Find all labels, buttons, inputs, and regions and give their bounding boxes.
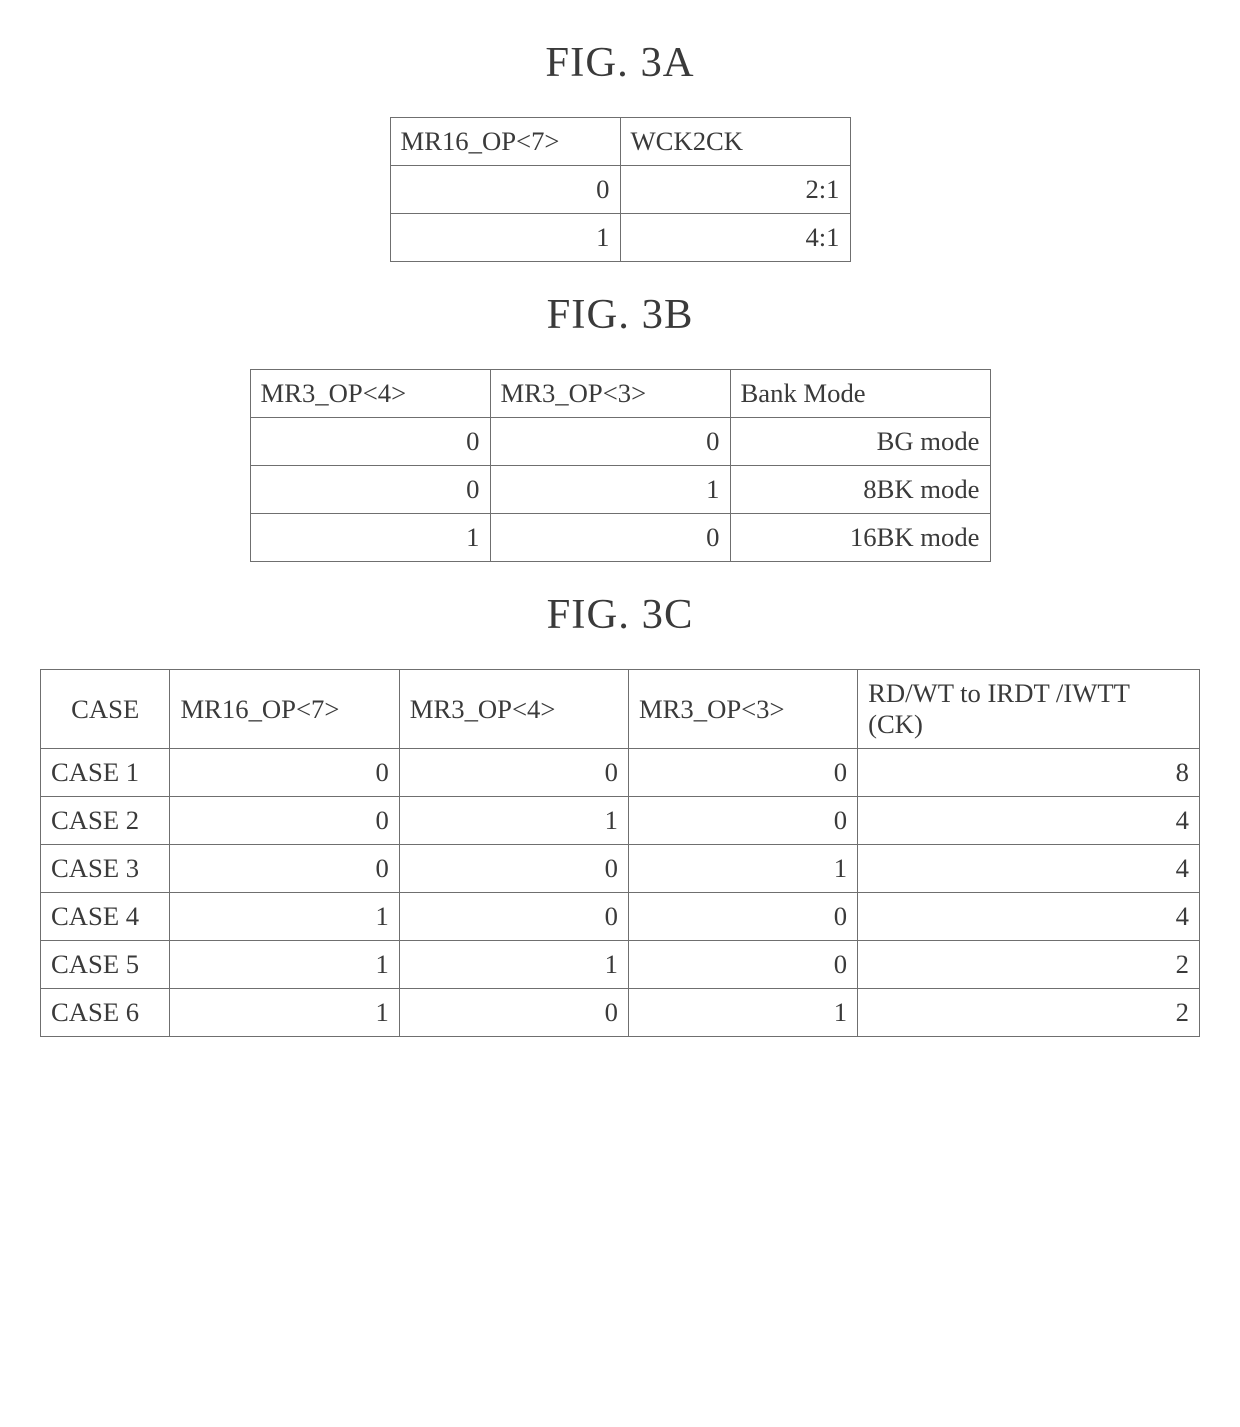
table-3c: CASEMR16_OP<7>MR3_OP<4>MR3_OP<3>RD/WT to…: [40, 669, 1200, 1037]
table-header-row: CASEMR16_OP<7>MR3_OP<4>MR3_OP<3>RD/WT to…: [41, 670, 1200, 749]
column-header: RD/WT to IRDT /IWTT (CK): [858, 670, 1200, 749]
table-cell: 0: [170, 749, 399, 797]
figure-title-3c: FIG. 3C: [40, 590, 1200, 639]
table-cell: CASE 1: [41, 749, 170, 797]
table-cell: 0: [628, 893, 857, 941]
table-cell: 1: [399, 797, 628, 845]
table-3a: MR16_OP<7>WCK2CK02:114:1: [390, 117, 851, 262]
table-row: CASE 51102: [41, 941, 1200, 989]
table-row: CASE 10008: [41, 749, 1200, 797]
table-cell: CASE 5: [41, 941, 170, 989]
column-header: MR3_OP<4>: [399, 670, 628, 749]
table-cell: 0: [399, 749, 628, 797]
table-cell: 0: [399, 845, 628, 893]
table-cell: CASE 3: [41, 845, 170, 893]
table-3b: MR3_OP<4>MR3_OP<3>Bank Mode00BG mode018B…: [250, 369, 991, 562]
table-row: 00BG mode: [250, 418, 990, 466]
column-header: MR3_OP<3>: [628, 670, 857, 749]
table-cell: 2: [858, 941, 1200, 989]
table-cell: 1: [628, 989, 857, 1037]
table-cell: 2:1: [620, 166, 850, 214]
table-cell: 1: [390, 214, 620, 262]
column-header: MR16_OP<7>: [170, 670, 399, 749]
table-cell: 0: [628, 941, 857, 989]
table-cell: CASE 4: [41, 893, 170, 941]
column-header: WCK2CK: [620, 118, 850, 166]
table-cell: 0: [170, 845, 399, 893]
table-cell: BG mode: [730, 418, 990, 466]
table-row: 1016BK mode: [250, 514, 990, 562]
table-cell: 1: [399, 941, 628, 989]
table-cell: 0: [490, 418, 730, 466]
table-cell: 0: [628, 797, 857, 845]
table-row: CASE 30014: [41, 845, 1200, 893]
table-cell: 0: [628, 749, 857, 797]
table-cell: 0: [490, 514, 730, 562]
table-cell: 0: [390, 166, 620, 214]
table-cell: 0: [170, 797, 399, 845]
page: FIG. 3A MR16_OP<7>WCK2CK02:114:1 FIG. 3B…: [0, 0, 1240, 1077]
table-cell: 2: [858, 989, 1200, 1037]
table-cell: 16BK mode: [730, 514, 990, 562]
table-cell: 0: [399, 989, 628, 1037]
table-cell: CASE 6: [41, 989, 170, 1037]
table-cell: 4: [858, 893, 1200, 941]
table-header-row: MR3_OP<4>MR3_OP<3>Bank Mode: [250, 370, 990, 418]
figure-title-3b: FIG. 3B: [40, 290, 1200, 339]
table-cell: 4:1: [620, 214, 850, 262]
table-row: CASE 20104: [41, 797, 1200, 845]
table-cell: 0: [250, 418, 490, 466]
table-row: 02:1: [390, 166, 850, 214]
table-cell: 8BK mode: [730, 466, 990, 514]
table-header-row: MR16_OP<7>WCK2CK: [390, 118, 850, 166]
figure-title-3a: FIG. 3A: [40, 38, 1200, 87]
column-header: MR3_OP<3>: [490, 370, 730, 418]
table-row: CASE 61012: [41, 989, 1200, 1037]
column-header: MR3_OP<4>: [250, 370, 490, 418]
table-row: CASE 41004: [41, 893, 1200, 941]
column-header: CASE: [41, 670, 170, 749]
column-header: Bank Mode: [730, 370, 990, 418]
table-cell: 1: [490, 466, 730, 514]
table-cell: 1: [170, 893, 399, 941]
table-cell: 1: [170, 941, 399, 989]
table-cell: 0: [399, 893, 628, 941]
table-cell: 4: [858, 845, 1200, 893]
table-row: 14:1: [390, 214, 850, 262]
table-cell: 1: [250, 514, 490, 562]
table-cell: 0: [250, 466, 490, 514]
table-cell: 4: [858, 797, 1200, 845]
table-cell: 1: [170, 989, 399, 1037]
table-cell: CASE 2: [41, 797, 170, 845]
table-cell: 8: [858, 749, 1200, 797]
table-cell: 1: [628, 845, 857, 893]
column-header: MR16_OP<7>: [390, 118, 620, 166]
table-row: 018BK mode: [250, 466, 990, 514]
